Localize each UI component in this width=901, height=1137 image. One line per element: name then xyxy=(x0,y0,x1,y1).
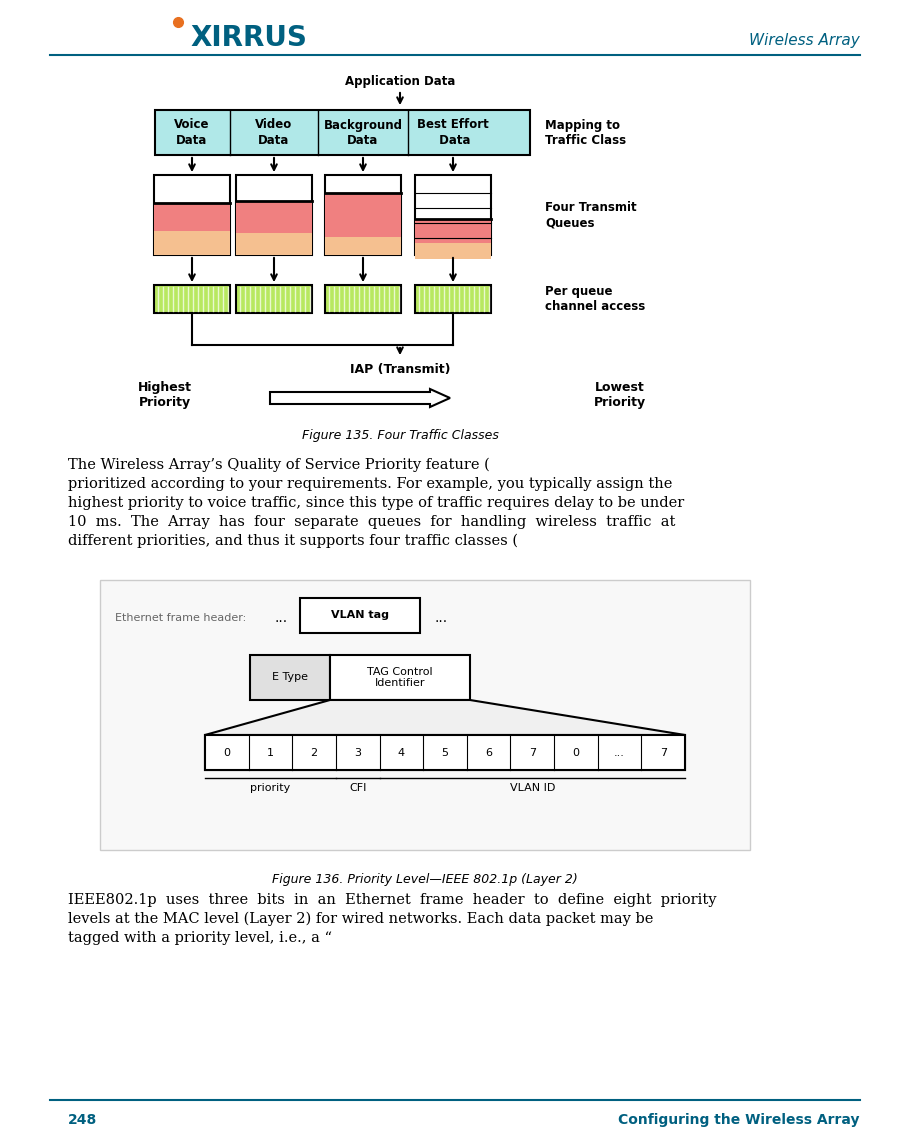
Text: priority: priority xyxy=(250,783,291,792)
Text: 4: 4 xyxy=(398,747,405,757)
Bar xyxy=(154,204,230,231)
Text: IEEE802.1p  uses  three  bits  in  an  Ethernet  frame  header  to  define  eigh: IEEE802.1p uses three bits in an Etherne… xyxy=(68,893,716,907)
Text: Lowest
Priority: Lowest Priority xyxy=(594,381,646,409)
Bar xyxy=(154,231,230,255)
Bar xyxy=(205,735,685,770)
Text: Wireless Array: Wireless Array xyxy=(750,33,860,48)
Text: 0: 0 xyxy=(223,747,231,757)
Bar xyxy=(325,238,401,255)
Bar xyxy=(325,175,401,255)
Text: The Wireless Array’s Quality of Service Priority feature (: The Wireless Array’s Quality of Service … xyxy=(68,458,490,472)
Text: 1: 1 xyxy=(267,747,274,757)
Text: 248: 248 xyxy=(68,1113,97,1127)
Text: prioritized according to your requirements. For example, you typically assign th: prioritized according to your requiremen… xyxy=(68,478,672,491)
Text: ...: ... xyxy=(435,611,448,625)
Text: 7: 7 xyxy=(660,747,667,757)
Bar xyxy=(415,285,491,313)
FancyArrow shape xyxy=(270,389,450,407)
Text: ...: ... xyxy=(614,747,625,757)
Text: 7: 7 xyxy=(529,747,536,757)
Text: Application Data: Application Data xyxy=(345,75,455,89)
Bar xyxy=(236,200,312,233)
Text: CFI: CFI xyxy=(349,783,367,792)
Text: Best Effort
 Data: Best Effort Data xyxy=(417,118,489,147)
Text: Video
Data: Video Data xyxy=(255,118,293,147)
Bar xyxy=(236,233,312,255)
Text: 6: 6 xyxy=(485,747,492,757)
Bar xyxy=(415,175,491,255)
Bar xyxy=(325,285,401,313)
Text: 3: 3 xyxy=(354,747,361,757)
Text: TAG Control
Identifier: TAG Control Identifier xyxy=(368,666,432,688)
Text: different priorities, and thus it supports four traffic classes (: different priorities, and thus it suppor… xyxy=(68,533,518,548)
Text: 0: 0 xyxy=(572,747,579,757)
Text: IAP (Transmit): IAP (Transmit) xyxy=(350,364,450,376)
FancyBboxPatch shape xyxy=(155,110,530,155)
Bar xyxy=(236,285,312,313)
Text: XIRRUS: XIRRUS xyxy=(190,24,307,52)
Text: ...: ... xyxy=(614,747,625,757)
Text: 4: 4 xyxy=(398,747,405,757)
Text: 7: 7 xyxy=(529,747,536,757)
Text: 0: 0 xyxy=(223,747,231,757)
Text: 5: 5 xyxy=(441,747,449,757)
Bar xyxy=(300,598,420,633)
Bar xyxy=(154,285,230,313)
Text: 2: 2 xyxy=(311,747,318,757)
Text: Four Transmit
Queues: Four Transmit Queues xyxy=(545,201,637,229)
Bar xyxy=(250,655,330,700)
Bar xyxy=(154,175,230,255)
Text: Figure 136. Priority Level—IEEE 802.1p (Layer 2): Figure 136. Priority Level—IEEE 802.1p (… xyxy=(272,873,578,887)
Text: 6: 6 xyxy=(485,747,492,757)
Text: Background
Data: Background Data xyxy=(323,118,403,147)
Text: Voice
Data: Voice Data xyxy=(174,118,210,147)
Bar xyxy=(330,655,470,700)
Text: Per queue
channel access: Per queue channel access xyxy=(545,285,645,313)
Bar xyxy=(100,580,750,850)
Bar xyxy=(325,193,401,238)
Text: highest priority to voice traffic, since this type of traffic requires delay to : highest priority to voice traffic, since… xyxy=(68,496,684,511)
Text: VLAN ID: VLAN ID xyxy=(510,783,555,792)
Text: 7: 7 xyxy=(660,747,667,757)
Text: 3: 3 xyxy=(354,747,361,757)
Text: 10  ms.  The  Array  has  four  separate  queues  for  handling  wireless  traff: 10 ms. The Array has four separate queue… xyxy=(68,515,676,529)
Text: 5: 5 xyxy=(441,747,449,757)
Text: Highest
Priority: Highest Priority xyxy=(138,381,192,409)
Text: Ethernet frame header:: Ethernet frame header: xyxy=(115,613,246,623)
Text: ...: ... xyxy=(275,611,288,625)
Text: tagged with a priority level, i.e., a “: tagged with a priority level, i.e., a “ xyxy=(68,931,332,945)
Bar xyxy=(415,219,491,243)
Text: 2: 2 xyxy=(311,747,318,757)
Text: E Type: E Type xyxy=(272,672,308,682)
Text: Mapping to
Traffic Class: Mapping to Traffic Class xyxy=(545,118,626,147)
Bar xyxy=(205,735,685,770)
Text: 0: 0 xyxy=(572,747,579,757)
Text: VLAN tag: VLAN tag xyxy=(331,611,389,621)
Polygon shape xyxy=(205,700,685,735)
Bar xyxy=(415,243,491,259)
Text: 1: 1 xyxy=(267,747,274,757)
Bar xyxy=(236,175,312,255)
Text: levels at the MAC level (Layer 2) for wired networks. Each data packet may be: levels at the MAC level (Layer 2) for wi… xyxy=(68,912,653,927)
Text: Configuring the Wireless Array: Configuring the Wireless Array xyxy=(618,1113,860,1127)
Text: Figure 135. Four Traffic Classes: Figure 135. Four Traffic Classes xyxy=(302,429,498,441)
